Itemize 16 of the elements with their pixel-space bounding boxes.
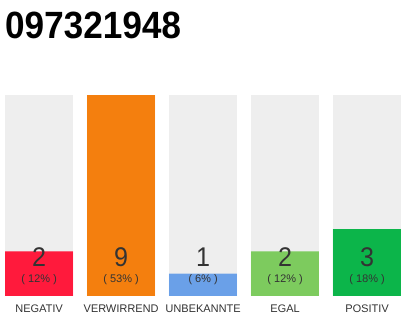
- data-label: 3: [360, 242, 376, 272]
- x-tick-label: VERWIRREND: [84, 303, 159, 315]
- x-tick-label: UNBEKANNTE: [165, 303, 241, 315]
- annotation: ( 53% ): [103, 273, 139, 285]
- x-tick-label: EGAL: [270, 303, 300, 315]
- data-label: 9: [114, 242, 130, 272]
- x-tick-label: POSITIV: [345, 303, 390, 315]
- data-label: 1: [196, 242, 212, 272]
- x-tick-label: NEGATIV: [15, 303, 64, 315]
- annotation: ( 12% ): [21, 273, 57, 285]
- annotation: ( 12% ): [267, 273, 303, 285]
- annotation: ( 18% ): [349, 273, 385, 285]
- annotation: ( 6% ): [188, 273, 218, 285]
- data-label: 2: [278, 242, 294, 272]
- data-label: 2: [32, 242, 48, 272]
- chart-title: 097321948: [5, 5, 196, 47]
